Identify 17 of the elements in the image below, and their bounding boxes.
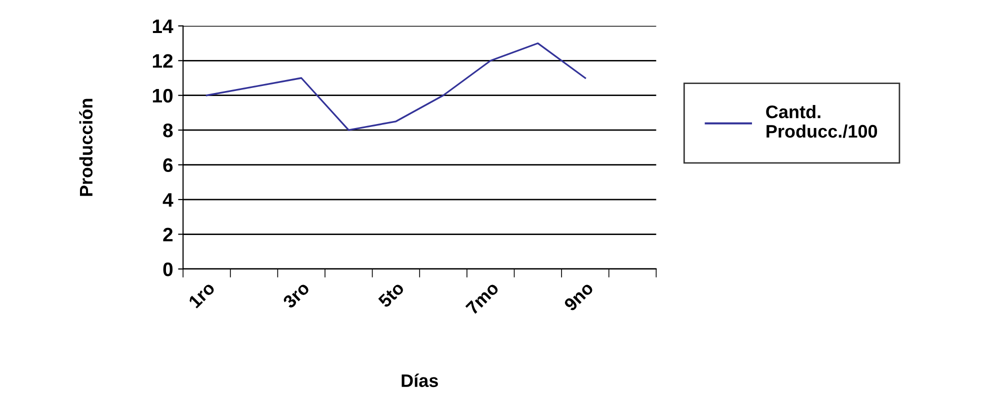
y-tick-label: 10: [152, 88, 173, 103]
legend-label: Cantd. Producc./100: [766, 105, 878, 138]
x-tick-label: 5to: [378, 281, 405, 308]
y-tick-label: 4: [162, 193, 174, 207]
y-tick-label: 14: [152, 20, 174, 33]
x-tick-label: 9no: [563, 280, 594, 312]
y-tick-label: 2: [163, 228, 173, 242]
y-tick-label: 8: [163, 124, 173, 138]
y-axis-title: Producción: [79, 98, 93, 196]
y-tick-label: 12: [152, 54, 173, 68]
x-tick-label: 3ro: [282, 280, 310, 310]
y-tick-label: 0: [163, 262, 173, 276]
y-tick-label: 6: [163, 158, 173, 172]
x-tick-label: 7mo: [465, 281, 500, 316]
x-tick-label: 1ro: [188, 281, 216, 309]
line-series: [206, 42, 586, 131]
x-axis-title: Días: [402, 374, 438, 388]
